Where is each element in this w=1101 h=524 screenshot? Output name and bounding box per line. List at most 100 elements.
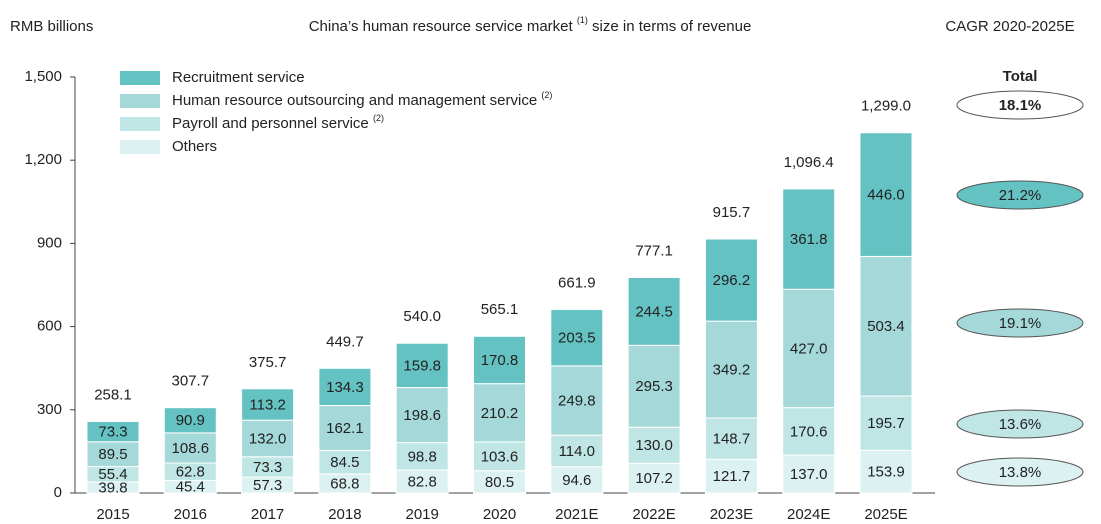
bar-segment — [859, 132, 913, 257]
bar-segment — [241, 419, 295, 458]
y-tick-label: 600 — [37, 318, 62, 335]
legend-name: Human resource outsourcing and managemen… — [172, 92, 537, 109]
segment-label: 130.0 — [635, 437, 673, 454]
cagr-total-heading: Total — [1003, 68, 1038, 85]
segment-label: 153.9 — [867, 464, 905, 481]
segment-label: 159.8 — [403, 357, 441, 374]
segment-label: 57.3 — [253, 477, 282, 494]
y-tick-label: 300 — [37, 401, 62, 418]
total-label: 565.1 — [481, 301, 519, 318]
y-axis-label: RMB billions — [10, 18, 93, 35]
bar-segment — [627, 344, 681, 428]
x-tick-label: 2015 — [96, 506, 129, 523]
x-tick-label: 2024E — [787, 506, 830, 523]
bar-segment — [318, 405, 372, 451]
segment-label: 107.2 — [635, 470, 673, 487]
segment-label: 170.8 — [481, 352, 519, 369]
chart-title: China’s human resource service market (1… — [309, 12, 752, 35]
x-tick-label: 2023E — [710, 506, 753, 523]
total-label: 449.7 — [326, 333, 364, 350]
legend-swatch — [120, 117, 160, 131]
x-tick-label: 2018 — [328, 506, 361, 523]
total-label: 540.0 — [403, 308, 441, 325]
bar-segment — [782, 188, 836, 290]
total-label: 777.1 — [635, 242, 673, 259]
segment-label: 446.0 — [867, 187, 905, 204]
segment-label: 39.8 — [98, 479, 127, 496]
y-tick-label: 1,200 — [24, 151, 62, 168]
segment-label: 62.8 — [176, 464, 205, 481]
segment-label: 121.7 — [713, 468, 751, 485]
segment-label: 98.8 — [408, 448, 437, 465]
segment-label: 73.3 — [98, 424, 127, 441]
bar-segment — [318, 367, 372, 407]
bar-segment — [627, 277, 681, 346]
cagr-label: 13.6% — [999, 416, 1042, 433]
total-label: 661.9 — [558, 274, 596, 291]
segment-label: 132.0 — [249, 430, 287, 447]
legend-name: Others — [172, 138, 217, 155]
segment-label: 80.5 — [485, 474, 514, 491]
segment-label: 198.6 — [403, 407, 441, 424]
segment-label: 55.4 — [98, 466, 127, 483]
total-label: 1,299.0 — [861, 98, 911, 115]
cagr-ellipse — [956, 457, 1084, 487]
cagr-label: 18.1% — [999, 97, 1042, 114]
legend-label: Payroll and personnel service (2) — [172, 113, 384, 132]
bar-segment — [473, 335, 526, 385]
title-note: (1) — [577, 15, 588, 25]
bar-segment — [782, 454, 836, 494]
segment-label: 195.7 — [867, 415, 905, 432]
cagr-label: 19.1% — [999, 315, 1042, 332]
bar-segment — [473, 441, 526, 472]
segment-label: 295.3 — [635, 378, 673, 395]
segment-label: 114.0 — [559, 443, 595, 460]
segment-label: 103.6 — [481, 448, 519, 465]
bar-segment — [704, 238, 758, 322]
x-tick-label: 2025E — [864, 506, 907, 523]
segment-label: 148.7 — [713, 431, 751, 448]
segment-label: 170.6 — [790, 423, 828, 440]
bar-segment — [550, 365, 604, 436]
cagr-label: 13.8% — [999, 464, 1042, 481]
segment-label: 137.0 — [790, 466, 828, 483]
segment-label: 244.5 — [635, 303, 673, 320]
segment-label: 45.4 — [176, 479, 205, 496]
bar-segment — [163, 432, 217, 464]
bar-segment — [704, 320, 758, 419]
cagr-title: CAGR 2020-2025E — [945, 18, 1074, 35]
bar-segment — [395, 342, 449, 389]
legend-note: (2) — [373, 113, 384, 123]
bar-segment — [627, 462, 681, 494]
bar-segment — [473, 383, 526, 443]
legend-label: Others — [172, 138, 217, 155]
segment-label: 427.0 — [790, 340, 828, 357]
legend-swatch — [120, 94, 160, 108]
bar-segment — [163, 407, 217, 434]
segment-label: 73.3 — [253, 459, 282, 476]
x-tick-label: 2020 — [483, 506, 516, 523]
bar-segment — [550, 434, 604, 468]
legend-swatch — [120, 71, 160, 85]
total-label: 258.1 — [94, 386, 132, 403]
title-main: China’s human resource service market — [309, 18, 574, 35]
cagr-ellipse — [956, 308, 1084, 338]
segment-label: 89.5 — [98, 446, 127, 463]
segment-label: 361.8 — [790, 231, 828, 248]
bar-segment — [782, 407, 836, 456]
segment-label: 82.8 — [408, 473, 437, 490]
bar-segment — [704, 458, 758, 494]
segment-label: 68.8 — [330, 475, 359, 492]
x-tick-label: 2019 — [406, 506, 439, 523]
bar-segment — [550, 308, 604, 367]
legend-name: Recruitment service — [172, 69, 305, 86]
title-rest: size in terms of revenue — [592, 18, 751, 35]
total-label: 1,096.4 — [784, 154, 834, 171]
segment-label: 203.5 — [558, 330, 596, 347]
cagr-ellipse — [956, 180, 1084, 210]
total-label: 307.7 — [172, 373, 210, 390]
segment-label: 210.2 — [481, 405, 519, 422]
bar-segment — [241, 388, 295, 421]
x-tick-label: 2021E — [555, 506, 598, 523]
